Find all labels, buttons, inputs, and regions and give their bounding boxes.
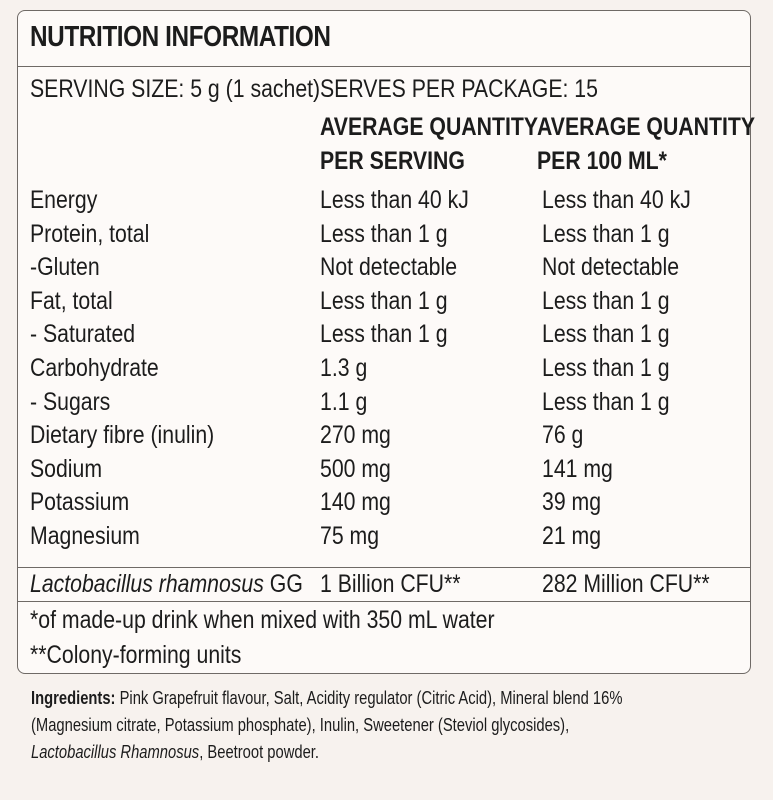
- ingredients-italic: Lactobacillus Rhamnosus: [31, 742, 200, 762]
- table-row: Sodium 500 mg 141 mg: [18, 453, 750, 487]
- per-serving-value: 1.1 g: [320, 387, 368, 416]
- table-row: - Saturated Less than 1 g Less than 1 g: [18, 318, 750, 352]
- probiotic-strain: GG: [263, 570, 303, 598]
- ingredients-tail: , Beetroot powder.: [199, 742, 319, 762]
- ingredients-list: Pink Grapefruit flavour, Salt, Acidity r…: [31, 688, 623, 735]
- per-serving-value: 140 mg: [320, 488, 391, 517]
- serving-size: SERVING SIZE: 5 g (1 sachet): [30, 75, 321, 103]
- per-serving-value: 1.3 g: [320, 354, 368, 382]
- per-100ml-value: Less than 1 g: [542, 219, 670, 248]
- nutrient-name: Protein, total: [30, 219, 150, 248]
- panel-title: NUTRITION INFORMATION: [30, 21, 331, 53]
- probiotic-name: Lactobacillus rhamnosus GG: [30, 567, 303, 601]
- table-row: Dietary fibre (inulin) 270 mg 76 g: [18, 419, 750, 453]
- nutrient-name: - Sugars: [30, 387, 111, 416]
- probiotic-per-serving: 1 Billion CFU**: [320, 570, 461, 598]
- table-row: Fat, total Less than 1 g Less than 1 g: [18, 285, 750, 319]
- probiotic-per-100ml: 282 Million CFU**: [542, 570, 710, 598]
- per-100ml-value: 21 mg: [542, 522, 602, 550]
- nutrient-name: -Gluten: [30, 253, 100, 282]
- table-row: Magnesium 75 mg 21 mg: [18, 520, 750, 554]
- ingredients-text: Ingredients: Pink Grapefruit flavour, Sa…: [31, 685, 654, 766]
- nutrient-name: Dietary fibre (inulin): [30, 421, 215, 450]
- header-per-serving-1: AVERAGE QUANTITY: [320, 113, 539, 141]
- nutrition-panel: NUTRITION INFORMATION SERVING SIZE: 5 g …: [17, 10, 755, 674]
- divider: [18, 601, 750, 602]
- per-100ml-value: 76 g: [542, 421, 584, 450]
- per-100ml-value: 141 mg: [542, 454, 613, 483]
- probiotic-row: Lactobacillus rhamnosus GG 1 Billion CFU…: [18, 567, 750, 601]
- per-serving-value: 500 mg: [320, 454, 391, 483]
- nutrient-name: Sodium: [30, 454, 103, 483]
- nutrient-name: Magnesium: [30, 522, 140, 550]
- table-row: -Gluten Not detectable Not detectable: [18, 251, 750, 285]
- serves-per-package: SERVES PER PACKAGE: 15: [320, 75, 598, 103]
- per-100ml-value: Less than 1 g: [542, 387, 670, 416]
- nutrient-name: Fat, total: [30, 286, 113, 315]
- nutrient-name: Potassium: [30, 488, 130, 517]
- footnote-cfu: **Colony-forming units: [30, 641, 242, 669]
- per-100ml-value: Not detectable: [542, 253, 680, 282]
- per-serving-value: 270 mg: [320, 421, 391, 450]
- nutrient-name: Carbohydrate: [30, 354, 159, 382]
- footnote-serving: *of made-up drink when mixed with 350 mL…: [30, 606, 495, 634]
- table-row: Carbohydrate 1.3 g Less than 1 g: [18, 352, 750, 386]
- table-row: Potassium 140 mg 39 mg: [18, 486, 750, 520]
- header-per-serving-2: PER SERVING: [320, 147, 465, 175]
- serving-info: SERVING SIZE: 5 g (1 sachet) SERVES PER …: [30, 73, 750, 103]
- per-serving-value: 75 mg: [320, 522, 380, 550]
- table-row: - Sugars 1.1 g Less than 1 g: [18, 386, 750, 420]
- per-serving-value: Not detectable: [320, 253, 458, 282]
- table-row: Protein, total Less than 1 g Less than 1 g: [18, 218, 750, 252]
- divider: [18, 567, 750, 568]
- probiotic-species: Lactobacillus rhamnosus: [30, 570, 264, 598]
- ingredients-label: Ingredients:: [31, 688, 116, 708]
- per-serving-value: Less than 1 g: [320, 320, 448, 349]
- divider: [18, 66, 750, 67]
- header-per-100ml-2: PER 100 ML*: [537, 147, 667, 175]
- per-serving-value: Less than 1 g: [320, 286, 448, 315]
- per-100ml-value: Less than 1 g: [542, 286, 670, 315]
- per-100ml-value: Less than 1 g: [542, 320, 670, 349]
- per-serving-value: Less than 1 g: [320, 219, 448, 248]
- footnotes: *of made-up drink when mixed with 350 mL…: [30, 601, 577, 673]
- table-row: Energy Less than 40 kJ Less than 40 kJ: [18, 184, 750, 218]
- header-per-100ml-1: AVERAGE QUANTITY: [537, 113, 756, 141]
- per-100ml-value: Less than 40 kJ: [542, 186, 691, 214]
- nutrient-name: - Saturated: [30, 320, 136, 349]
- per-serving-value: Less than 40 kJ: [320, 186, 469, 214]
- per-100ml-value: 39 mg: [542, 488, 602, 517]
- nutrient-name: Energy: [30, 186, 98, 214]
- per-100ml-value: Less than 1 g: [542, 354, 670, 382]
